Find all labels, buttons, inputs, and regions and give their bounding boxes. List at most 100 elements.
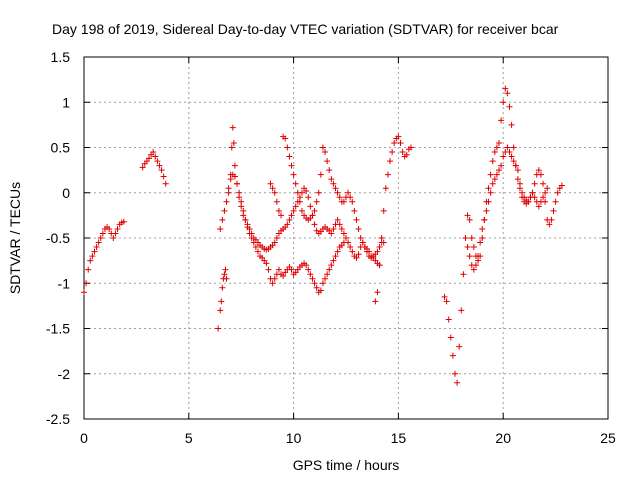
data-point [332,185,339,192]
data-point [458,307,465,314]
y-tick-label: -0.5 [46,230,70,246]
data-point [489,158,496,165]
data-point [558,182,565,189]
x-tick-label: 20 [495,430,511,446]
data-point [252,244,259,251]
data-point [319,280,326,287]
data-point [267,180,274,187]
data-point [376,244,383,251]
data-point [231,162,238,169]
data-point [468,235,475,241]
data-point [506,103,513,110]
data-point [540,194,547,201]
data-point [498,162,505,169]
data-point [311,221,318,228]
data-point [222,266,229,273]
data-point [99,230,106,237]
data-point [294,189,301,196]
data-point [493,171,500,178]
data-point [95,239,102,246]
y-axis-label: SDTVAR / TECUs [7,182,23,294]
data-point [332,253,339,260]
data-point [221,207,228,214]
data-point [508,153,515,160]
data-point [502,85,509,92]
data-point [160,173,167,180]
data-point [340,198,347,205]
y-tick-label: -2.5 [46,411,70,427]
data-point [305,194,312,201]
data-point [397,139,404,146]
data-point [223,198,230,205]
data-point [154,158,161,165]
data-point [449,352,456,359]
data-point [322,275,329,282]
data-point [343,235,349,241]
data-point [244,224,251,231]
axis-ticks [83,56,609,420]
data-point [510,144,517,151]
data-point [286,216,293,223]
data-point [485,198,492,205]
chart-title: Day 198 of 2019, Sidereal Day-to-day VTE… [52,21,559,37]
data-point [464,212,471,219]
data-point [510,158,517,165]
data-point [347,194,354,201]
data-point [345,189,352,196]
y-tick-label: 1 [62,94,70,110]
data-point [290,207,297,214]
data-point [550,207,557,214]
data-point [296,198,303,205]
data-point [81,289,87,296]
data-point [231,173,238,180]
y-tick-label: -2 [58,366,71,382]
data-point [504,90,511,97]
data-point [106,225,113,232]
data-point [500,153,507,160]
data-point [472,262,479,269]
data-point [288,212,295,219]
data-point [91,248,98,255]
data-point [552,198,559,205]
data-point [156,162,163,169]
x-tick-label: 5 [185,430,193,446]
data-point [399,149,406,156]
data-point [322,149,329,156]
y-tick-label: 0 [62,185,70,201]
data-point [487,189,494,196]
x-tick-labels: 0 5 10 15 20 25 [80,430,616,446]
data-point [485,185,492,192]
data-point [286,153,293,160]
data-point [145,155,152,162]
data-point [355,251,362,258]
data-point [229,124,236,131]
y-tick-label: 1.5 [51,49,71,65]
data-point [328,262,335,269]
data-point [290,171,297,178]
data-point [531,180,538,187]
data-point [389,149,396,156]
x-tick-label: 0 [80,430,88,446]
data-point [470,266,477,273]
data-point [292,180,299,187]
data-point [311,280,318,287]
data-point [537,198,544,205]
data-point [275,266,282,273]
data-point [288,162,295,169]
data-point [265,266,272,273]
data-point [114,225,121,232]
data-point [454,379,461,386]
data-point [353,216,360,223]
data-point [349,198,356,205]
data-point [481,216,488,223]
data-point [263,260,270,267]
data-point [334,216,341,223]
data-point [447,334,454,341]
data-point [217,307,224,314]
data-point [238,198,245,205]
data-point [242,216,249,223]
y-tick-label: -1.5 [46,321,70,337]
data-point [456,343,463,350]
data-point [307,203,314,210]
data-point [284,144,291,151]
